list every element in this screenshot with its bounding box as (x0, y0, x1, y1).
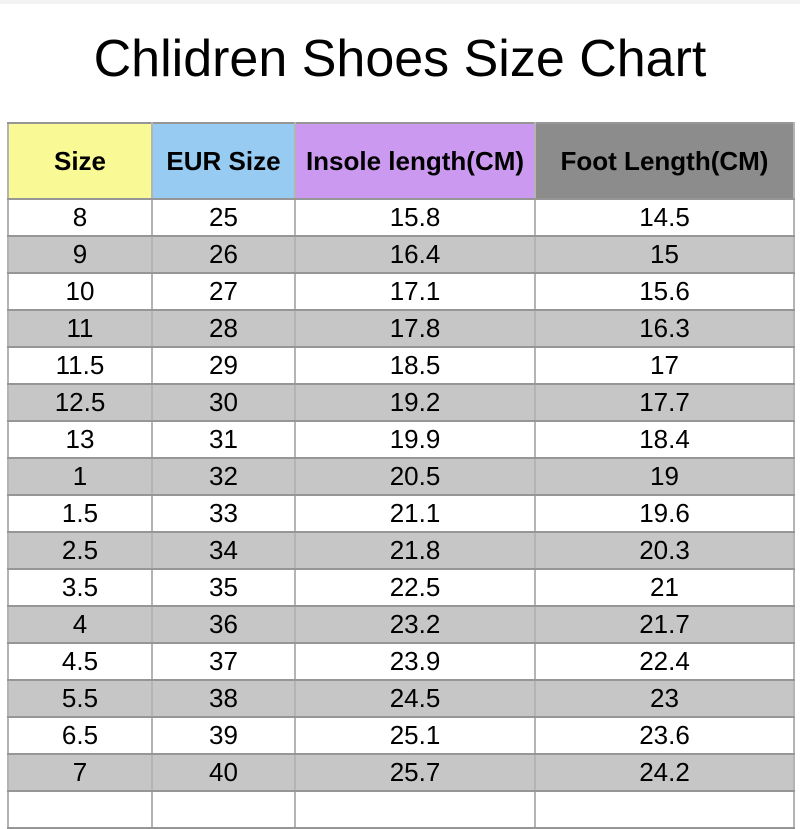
col-header-size: Size (7, 122, 153, 200)
table-cell: 3.5 (7, 568, 153, 607)
table-cell: 20.3 (534, 531, 795, 570)
table-cell: 18.4 (534, 420, 795, 459)
table-cell: 23.9 (294, 642, 536, 681)
table-cell: 15.6 (534, 272, 795, 311)
table-cell (7, 790, 153, 829)
table-cell: 21.7 (534, 605, 795, 644)
table-cell: 18.5 (294, 346, 536, 385)
col-header-foot-length: Foot Length(CM) (534, 122, 795, 200)
table-cell: 13 (7, 420, 153, 459)
table-cell: 15.8 (294, 198, 536, 237)
table-row: 7 40 25.7 24.2 (7, 753, 795, 792)
table-row: 6.5 39 25.1 23.6 (7, 716, 795, 755)
table-row (7, 790, 795, 829)
table-cell: 4.5 (7, 642, 153, 681)
table-row: 4.5 37 23.9 22.4 (7, 642, 795, 681)
table-cell: 39 (151, 716, 296, 755)
table-row: 9 26 16.4 15 (7, 235, 795, 274)
table-cell: 5.5 (7, 679, 153, 718)
table-cell: 9 (7, 235, 153, 274)
size-chart-table: Size EUR Size Insole length(CM) Foot Len… (7, 122, 795, 829)
table-cell: 27 (151, 272, 296, 311)
table-row: 1.5 33 21.1 19.6 (7, 494, 795, 533)
table-cell: 23.6 (534, 716, 795, 755)
table-cell: 12.5 (7, 383, 153, 422)
table-cell: 17.7 (534, 383, 795, 422)
table-cell: 25.1 (294, 716, 536, 755)
table-cell: 21.1 (294, 494, 536, 533)
table-cell: 33 (151, 494, 296, 533)
table-cell: 35 (151, 568, 296, 607)
table-cell: 40 (151, 753, 296, 792)
table-body: 8 25 15.8 14.5 9 26 16.4 15 10 27 17.1 15.6 11 28 17.8… (7, 198, 795, 829)
table-cell: 36 (151, 605, 296, 644)
table-cell: 25.7 (294, 753, 536, 792)
table-cell: 11.5 (7, 346, 153, 385)
col-header-insole-length: Insole length(CM) (294, 122, 536, 200)
table-cell: 8 (7, 198, 153, 237)
table-cell: 4 (7, 605, 153, 644)
table-cell: 19.9 (294, 420, 536, 459)
table-cell: 23.2 (294, 605, 536, 644)
table-cell: 23 (534, 679, 795, 718)
table-row: 4 36 23.2 21.7 (7, 605, 795, 644)
table-row: 5.5 38 24.5 23 (7, 679, 795, 718)
table-cell: 14.5 (534, 198, 795, 237)
table-cell: 37 (151, 642, 296, 681)
table-cell: 24.2 (534, 753, 795, 792)
table-cell (294, 790, 536, 829)
table-cell: 10 (7, 272, 153, 311)
table-cell: 17.1 (294, 272, 536, 311)
table-cell: 29 (151, 346, 296, 385)
table-cell: 19.6 (534, 494, 795, 533)
top-strip (0, 0, 800, 4)
table-cell: 32 (151, 457, 296, 496)
table-cell: 19 (534, 457, 795, 496)
table-cell (534, 790, 795, 829)
table-cell: 30 (151, 383, 296, 422)
table-row: 1 32 20.5 19 (7, 457, 795, 496)
table-cell: 1 (7, 457, 153, 496)
table-cell: 21.8 (294, 531, 536, 570)
table-cell: 11 (7, 309, 153, 348)
table-row: 10 27 17.1 15.6 (7, 272, 795, 311)
table-cell: 17 (534, 346, 795, 385)
page-title: Chlidren Shoes Size Chart (93, 30, 707, 88)
table-cell: 7 (7, 753, 153, 792)
table-cell: 2.5 (7, 531, 153, 570)
table-row: 3.5 35 22.5 21 (7, 568, 795, 607)
table-cell: 20.5 (294, 457, 536, 496)
table-cell (151, 790, 296, 829)
table-cell: 22.5 (294, 568, 536, 607)
table-cell: 38 (151, 679, 296, 718)
table-cell: 22.4 (534, 642, 795, 681)
table-cell: 19.2 (294, 383, 536, 422)
table-cell: 24.5 (294, 679, 536, 718)
table-cell: 26 (151, 235, 296, 274)
table-cell: 16.3 (534, 309, 795, 348)
table-row: 11.5 29 18.5 17 (7, 346, 795, 385)
table-cell: 6.5 (7, 716, 153, 755)
table-cell: 28 (151, 309, 296, 348)
table-cell: 31 (151, 420, 296, 459)
table-row: 11 28 17.8 16.3 (7, 309, 795, 348)
table-row: 13 31 19.9 18.4 (7, 420, 795, 459)
col-header-eur-size: EUR Size (151, 122, 296, 200)
table-cell: 25 (151, 198, 296, 237)
table-cell: 1.5 (7, 494, 153, 533)
table-cell: 17.8 (294, 309, 536, 348)
header-row: Size EUR Size Insole length(CM) Foot Len… (7, 122, 795, 200)
table-cell: 34 (151, 531, 296, 570)
table-cell: 15 (534, 235, 795, 274)
table-row: 2.5 34 21.8 20.3 (7, 531, 795, 570)
table-cell: 16.4 (294, 235, 536, 274)
table-cell: 21 (534, 568, 795, 607)
table-row: 12.5 30 19.2 17.7 (7, 383, 795, 422)
table-row: 8 25 15.8 14.5 (7, 198, 795, 237)
